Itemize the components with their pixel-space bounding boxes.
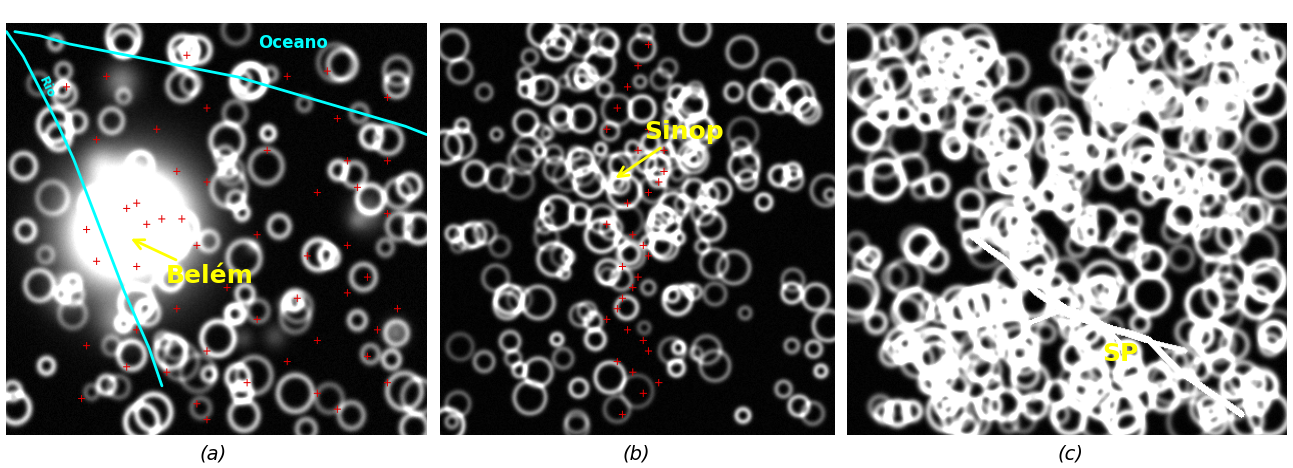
Text: Rio: Rio — [36, 75, 57, 101]
Text: (a): (a) — [199, 444, 228, 463]
Text: Sinop: Sinop — [618, 120, 724, 176]
Text: Belém: Belém — [133, 240, 253, 288]
Text: (c): (c) — [1058, 444, 1084, 463]
Text: Oceano: Oceano — [259, 34, 328, 52]
Text: SP: SP — [1102, 342, 1138, 366]
Text: (b): (b) — [622, 444, 650, 463]
